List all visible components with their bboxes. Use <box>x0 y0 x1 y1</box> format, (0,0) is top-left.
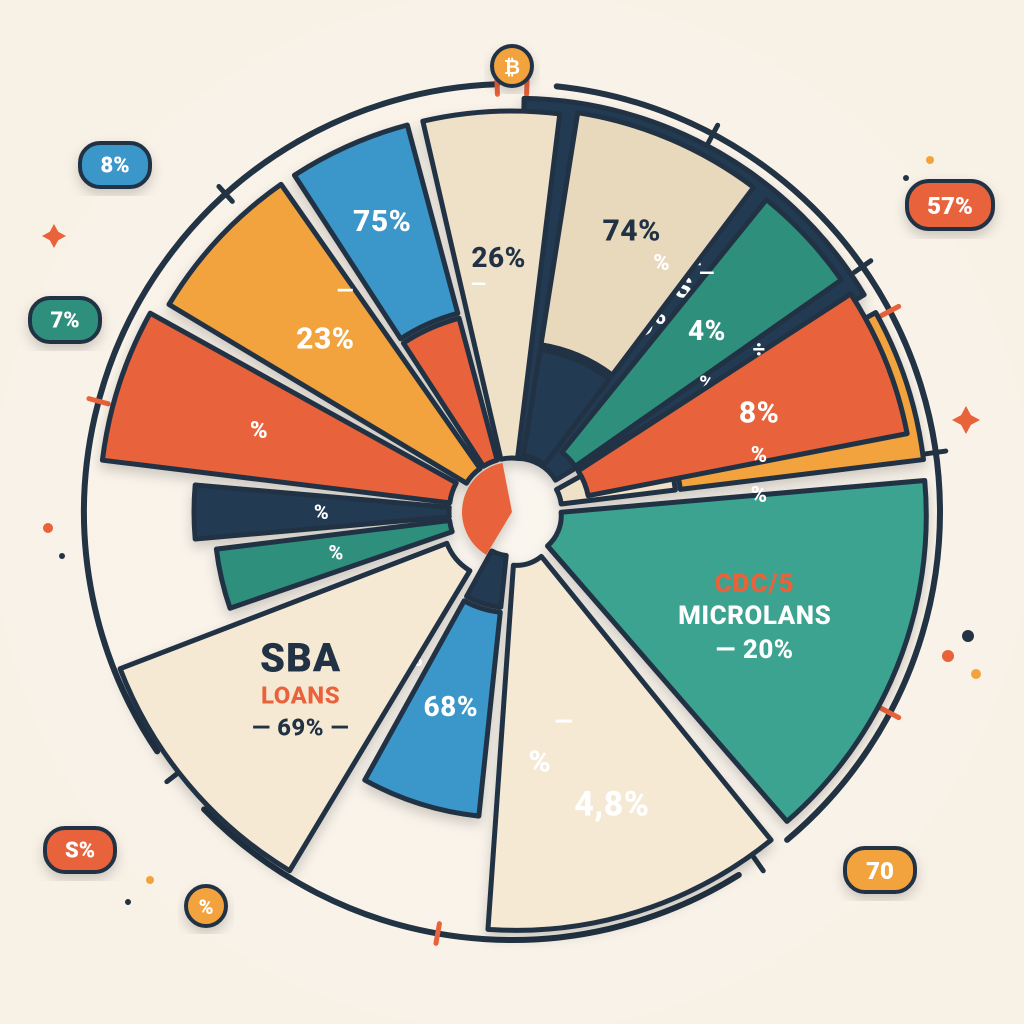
decor-dot <box>43 523 53 533</box>
pill-70-text: 70 <box>866 857 894 885</box>
slice-extra-t-orange-2: % <box>751 483 768 508</box>
decor-dot <box>125 899 131 905</box>
decor-dot <box>942 650 954 662</box>
ring-tick <box>436 924 439 944</box>
badge-bl-glyph: % <box>199 895 214 919</box>
badge-bl: % <box>186 886 226 926</box>
slice-extra-t-teal-0: — <box>699 261 715 285</box>
slice-extra-br-cream-2: 4,8% <box>574 784 649 824</box>
decor-dot <box>146 876 154 884</box>
pill-7: 7% <box>30 298 100 342</box>
pill-s-text: S% <box>65 839 95 864</box>
pill-57: 57% <box>907 181 993 229</box>
slice-title-microloans: CDC/5 <box>715 569 795 599</box>
decor-dot <box>903 175 909 181</box>
badge-top-glyph: ₿ <box>504 55 520 79</box>
slice-label-l-amber: 23% <box>296 321 354 356</box>
slice-extra-br-cream-1: % <box>529 744 552 779</box>
slice-label-l-blue: 75% <box>353 204 411 239</box>
ring-tick <box>926 451 946 454</box>
decor-dot <box>926 156 934 164</box>
pill-70: 70 <box>845 848 915 892</box>
slice-sub1-sba-bottom: LOANS <box>261 681 340 709</box>
slice-extra-l-amber-0: — <box>337 279 354 304</box>
decor-dot <box>971 669 981 679</box>
pill-7-text: 7% <box>50 309 79 334</box>
infographic-stage: SBALOANS7,9%4,6%CDC/5MICROLANS— 20%—%4,8… <box>0 0 1024 1024</box>
pill-57-text: 57% <box>927 192 973 220</box>
pill-s: S% <box>45 828 115 872</box>
slice-title-sba-bottom: SBA <box>260 634 341 681</box>
pill-8-text: 8% <box>100 154 129 179</box>
slice-extra-br-cream-0: — <box>555 707 574 735</box>
slice-extra-l-cream-0: — <box>471 272 487 296</box>
slice-label-l-cream: 26% <box>471 241 526 274</box>
slice-sub2-microloans: — 20% <box>716 635 794 665</box>
pill-8: 8% <box>80 143 150 187</box>
slice-extra-t-orange-1: % <box>751 443 768 468</box>
decor-dot <box>59 553 65 559</box>
slice-label-tl-cream: 74% <box>603 214 661 249</box>
decor-dot <box>962 630 974 642</box>
slice-label-t-teal: 4% <box>688 314 726 347</box>
slice-extra-tl-cream-0: % <box>653 251 670 276</box>
slice-sub1-microloans: MICROLANS <box>678 601 831 631</box>
slice-label-bl-navy: % <box>314 500 329 524</box>
slice-label-b-blue: 68% <box>424 690 479 723</box>
slice-extra-t-orange-0: ÷ <box>753 338 766 363</box>
slice-label-bl-teal: % <box>328 541 343 565</box>
slice-label-bl-orange: % <box>250 416 268 444</box>
slice-sub2-sba-bottom: — 69% — <box>252 713 349 741</box>
slice-label-t-orange: 8% <box>739 396 780 431</box>
pie-chart-svg: SBALOANS7,9%4,6%CDC/5MICROLANS— 20%—%4,8… <box>0 0 1024 1024</box>
badge-top: ₿ <box>492 46 532 86</box>
